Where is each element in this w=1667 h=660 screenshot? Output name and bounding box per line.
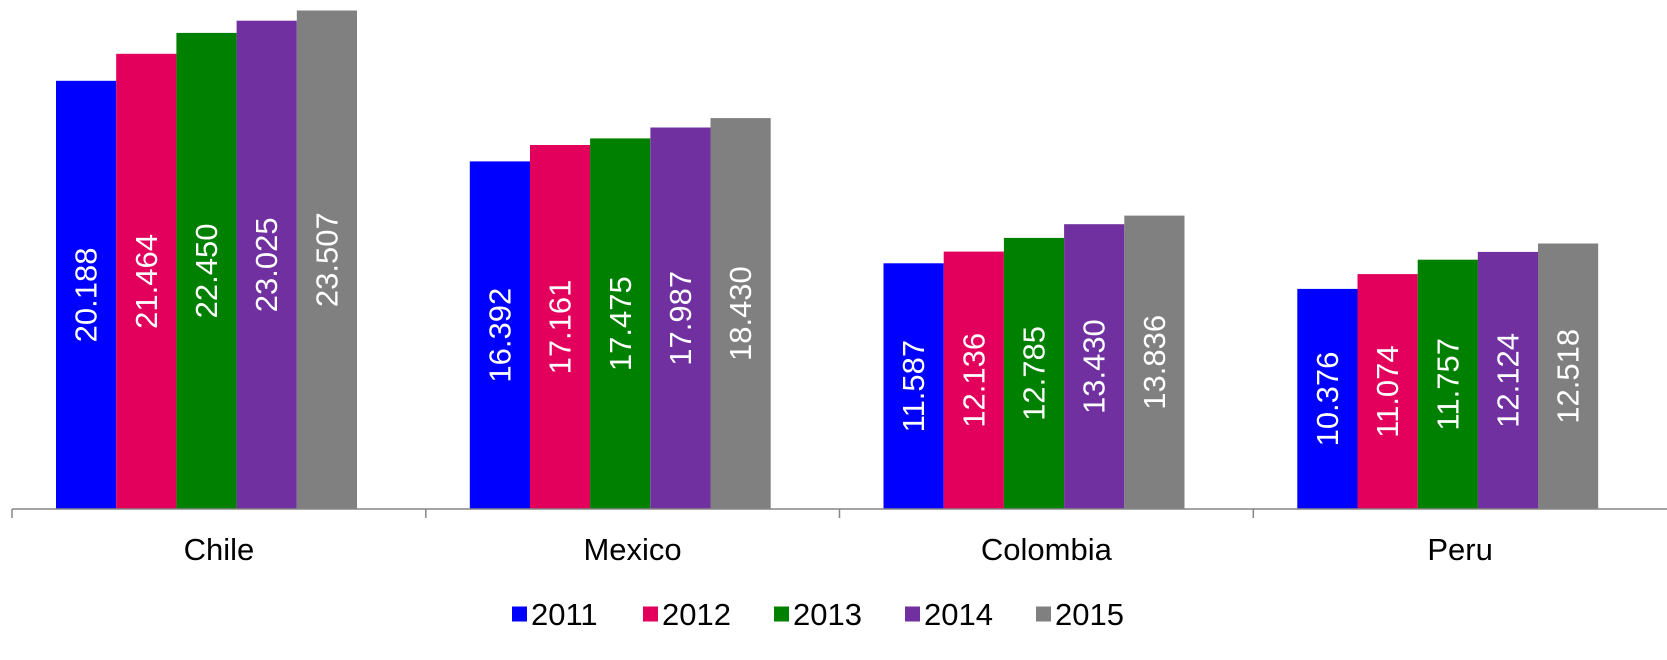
data-label-mexico-2015: 18.430 xyxy=(723,266,758,361)
category-label-mexico: Mexico xyxy=(583,532,681,567)
bar-mexico-2013 xyxy=(590,138,651,509)
data-label-peru-2014: 12.124 xyxy=(1490,333,1525,428)
bars-group: 20.188 21.464 22.450 23.025 23.507 16.392 17.1… xyxy=(56,10,1599,510)
data-label-colombia-2014: 13.430 xyxy=(1077,319,1112,414)
bar-mexico-2011 xyxy=(469,161,530,509)
x-axis: Chile Mexico Colombia Peru xyxy=(11,508,1667,567)
category-label-colombia: Colombia xyxy=(981,532,1113,567)
data-label-mexico-2011: 16.392 xyxy=(482,288,517,383)
data-label-peru-2011: 10.376 xyxy=(1310,352,1345,447)
bar-peru-2011 xyxy=(1297,288,1358,509)
bar-chile-2013 xyxy=(176,32,237,510)
bar-chile-2012 xyxy=(116,53,177,510)
data-label-chile-2011: 20.188 xyxy=(69,247,104,342)
bar-mexico-2012 xyxy=(530,145,591,509)
data-label-peru-2015: 12.518 xyxy=(1551,329,1586,424)
category-label-peru: Peru xyxy=(1427,532,1492,567)
legend-label-2015: 2015 xyxy=(1055,597,1124,632)
bar-colombia-2015 xyxy=(1124,215,1185,509)
data-label-peru-2013: 11.757 xyxy=(1430,338,1465,431)
legend-swatch-2015 xyxy=(1036,606,1051,622)
data-label-colombia-2011: 11.587 xyxy=(896,340,931,433)
data-label-chile-2013: 22.450 xyxy=(189,223,224,318)
data-label-mexico-2012: 17.161 xyxy=(543,280,578,375)
bar-mexico-2014 xyxy=(650,127,711,509)
bar-chile-2015 xyxy=(296,10,357,509)
bar-peru-2013 xyxy=(1417,259,1478,509)
legend-swatch-2012 xyxy=(643,606,658,622)
data-label-colombia-2015: 13.836 xyxy=(1137,315,1172,410)
bar-peru-2012 xyxy=(1357,274,1418,509)
legend: 2011 2012 2013 2014 2015 xyxy=(512,597,1124,632)
bar-colombia-2014 xyxy=(1064,224,1125,509)
legend-label-2014: 2014 xyxy=(924,597,993,632)
bar-peru-2014 xyxy=(1477,251,1538,509)
legend-swatch-2014 xyxy=(905,606,920,622)
data-label-colombia-2013: 12.785 xyxy=(1017,326,1052,421)
bar-colombia-2012 xyxy=(943,251,1004,509)
bar-chile-2011 xyxy=(56,80,117,510)
bar-chile-2014 xyxy=(236,20,297,509)
data-label-mexico-2013: 17.475 xyxy=(603,276,638,371)
data-label-peru-2012: 11.074 xyxy=(1370,345,1405,438)
data-label-mexico-2014: 17.987 xyxy=(663,271,698,366)
data-label-chile-2015: 23.507 xyxy=(309,212,344,307)
data-label-colombia-2012: 12.136 xyxy=(956,333,991,428)
bar-peru-2015 xyxy=(1538,243,1599,509)
data-label-chile-2014: 23.025 xyxy=(249,217,284,312)
legend-label-2013: 2013 xyxy=(793,597,862,632)
category-label-chile: Chile xyxy=(184,532,255,567)
data-label-chile-2012: 21.464 xyxy=(129,234,164,329)
legend-swatch-2013 xyxy=(774,606,789,622)
bar-colombia-2013 xyxy=(1003,237,1065,509)
bar-colombia-2011 xyxy=(883,263,944,509)
legend-swatch-2011 xyxy=(512,606,527,622)
legend-label-2012: 2012 xyxy=(662,597,731,632)
bar-mexico-2015 xyxy=(710,118,771,509)
legend-label-2011: 2011 xyxy=(531,597,598,632)
